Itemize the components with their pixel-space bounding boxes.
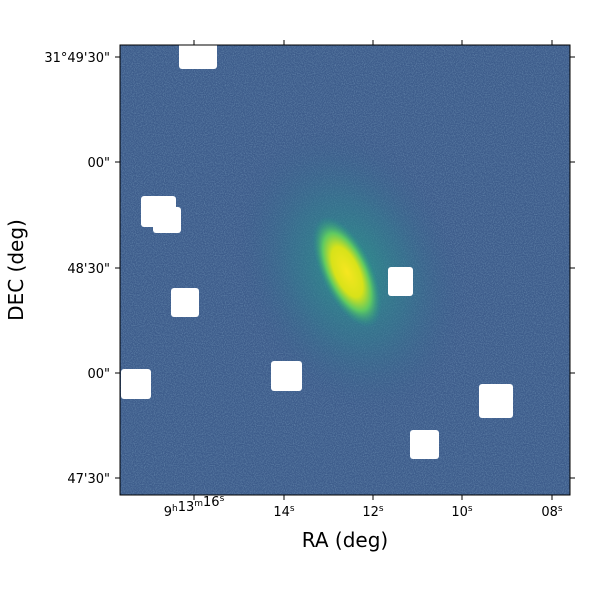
x-axis-label: RA (deg): [302, 528, 388, 552]
image-area: [120, 45, 570, 495]
y-tick-labels: 31°49'30" 00" 48'30" 00" 47'30": [44, 51, 110, 487]
masked-region: [410, 430, 439, 459]
masked-region: [271, 361, 302, 391]
x-tick-label: 12s: [362, 504, 384, 520]
y-axis-label: DEC (deg): [4, 219, 28, 321]
y-tick-label: 00": [87, 367, 110, 382]
y-tick-label: 00": [87, 156, 110, 171]
masked-region: [179, 45, 217, 69]
x-tick-label: 14s: [273, 504, 295, 520]
masked-region: [479, 384, 513, 418]
masked-region: [388, 267, 413, 296]
axis-ticks: [115, 40, 575, 500]
masked-region: [171, 288, 199, 317]
x-tick-label: 08s: [541, 504, 563, 520]
y-tick-label: 31°49'30": [44, 51, 110, 66]
x-tick-label: 9h13m16s: [164, 494, 225, 520]
plot-frame: [119, 44, 571, 496]
x-tick-labels: 9h13m16s 14s 12s 10s 08s: [164, 494, 563, 520]
masked-regions: [121, 45, 513, 459]
galaxy-core: [312, 216, 382, 328]
y-tick-label: 47'30": [67, 472, 110, 487]
y-tick-label: 48'30": [67, 262, 110, 277]
x-tick-label: 10s: [451, 504, 473, 520]
masked-region: [121, 369, 151, 399]
masked-region: [153, 207, 181, 233]
